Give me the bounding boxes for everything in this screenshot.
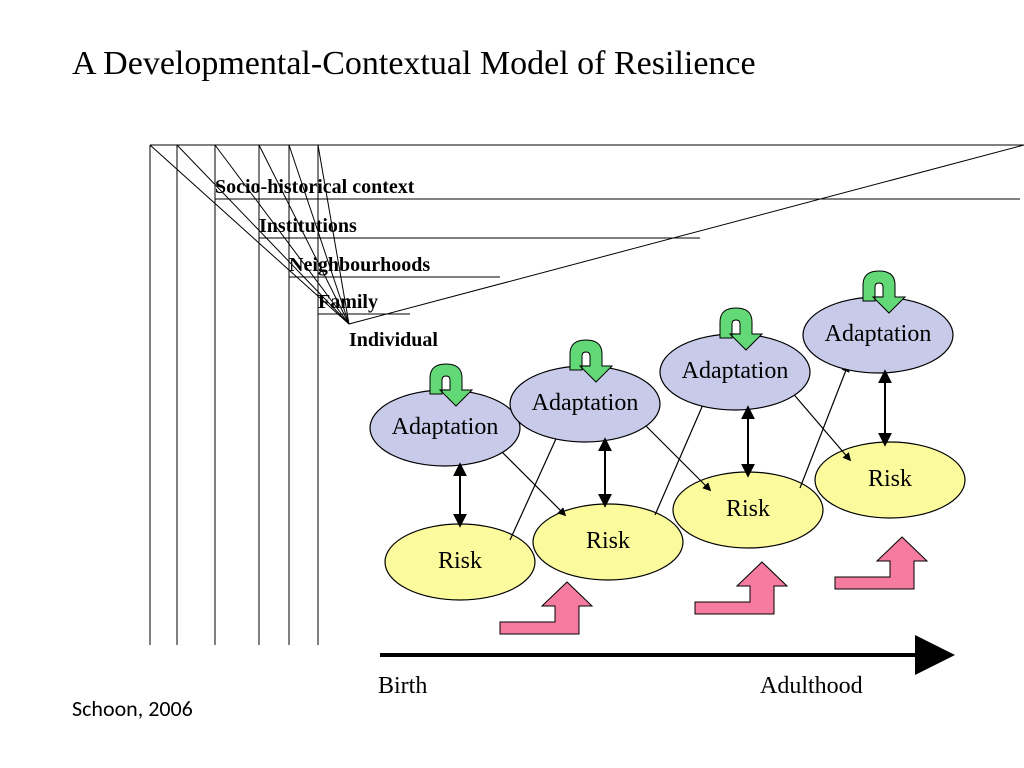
citation: Schoon, 2006 xyxy=(72,695,193,722)
context-layer-label: Individual xyxy=(349,329,438,352)
timeline-start-label: Birth xyxy=(378,673,427,700)
context-layer-label: Family xyxy=(318,291,378,314)
context-layer-label: Socio-historical context xyxy=(215,176,414,199)
context-layer-label: Institutions xyxy=(259,215,357,238)
context-layer-label: Neighbourhoods xyxy=(289,254,430,277)
risk-ellipses xyxy=(385,442,965,600)
timeline-end-label: Adulthood xyxy=(760,673,863,700)
diagram-canvas xyxy=(0,0,1024,768)
